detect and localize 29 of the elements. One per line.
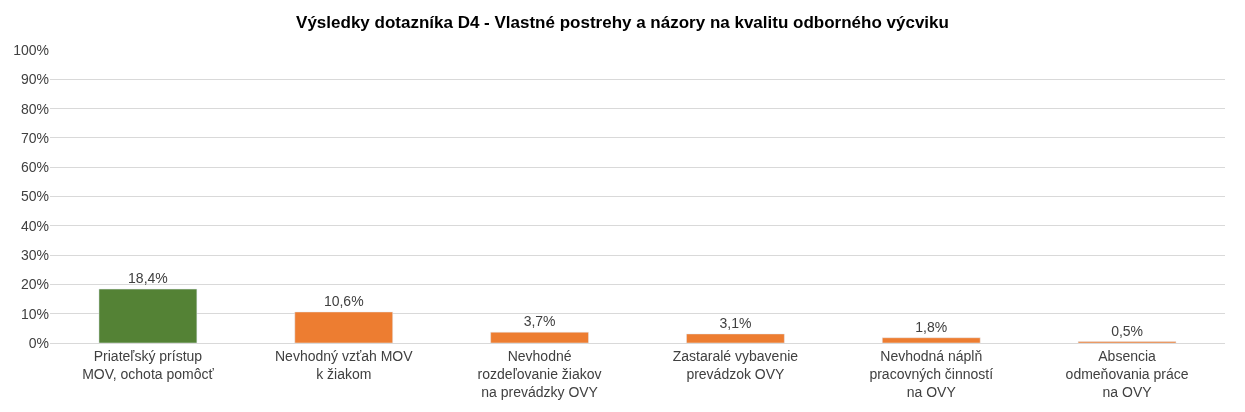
data-label: 0,5% <box>1111 322 1144 339</box>
y-tick-label: 70% <box>20 129 49 146</box>
data-label: 3,7% <box>523 313 556 330</box>
y-tick-label: 90% <box>20 71 49 88</box>
y-tick-label: 30% <box>20 247 49 263</box>
x-tick-label: Nevhodné rozdeľovanie žiakov na prevádzky OVY <box>477 347 602 401</box>
x-tick-label: Nevhodná náplň pracovných činností na OVY <box>869 347 994 401</box>
x-tick-label: Priateľský prístup MOV, ochota pomôcť <box>82 347 215 382</box>
y-tick-label: 10% <box>20 305 49 322</box>
data-label: 10,6% <box>323 292 364 309</box>
x-tick-label: Absencia odmeňovania práce na OVY <box>1065 347 1189 401</box>
bar <box>882 337 981 343</box>
y-tick-label: 0% <box>28 334 49 351</box>
y-tick-label: 20% <box>20 276 49 293</box>
y-tick-label: 100% <box>13 41 49 58</box>
bar <box>98 288 198 343</box>
x-tick-label: Zastaralé vybavenie prevádzok OVY <box>672 347 799 382</box>
y-tick-label: 50% <box>20 188 49 205</box>
y-tick-label: 40% <box>20 217 49 234</box>
data-label: 1,8% <box>915 318 948 335</box>
y-tick-label: 60% <box>20 159 49 176</box>
data-label: 3,1% <box>719 314 752 331</box>
chart-title: Výsledky dotazníka D4 - Vlastné postrehy a názory na kvalitu odborného výcviku <box>296 13 949 33</box>
x-tick-label: Nevhodný vzťah MOV k žiakom <box>274 347 414 382</box>
bar <box>490 331 589 343</box>
data-label: 18,4% <box>128 270 168 287</box>
bar <box>686 333 785 343</box>
y-tick-label: 80% <box>20 100 49 117</box>
bar <box>294 311 393 343</box>
